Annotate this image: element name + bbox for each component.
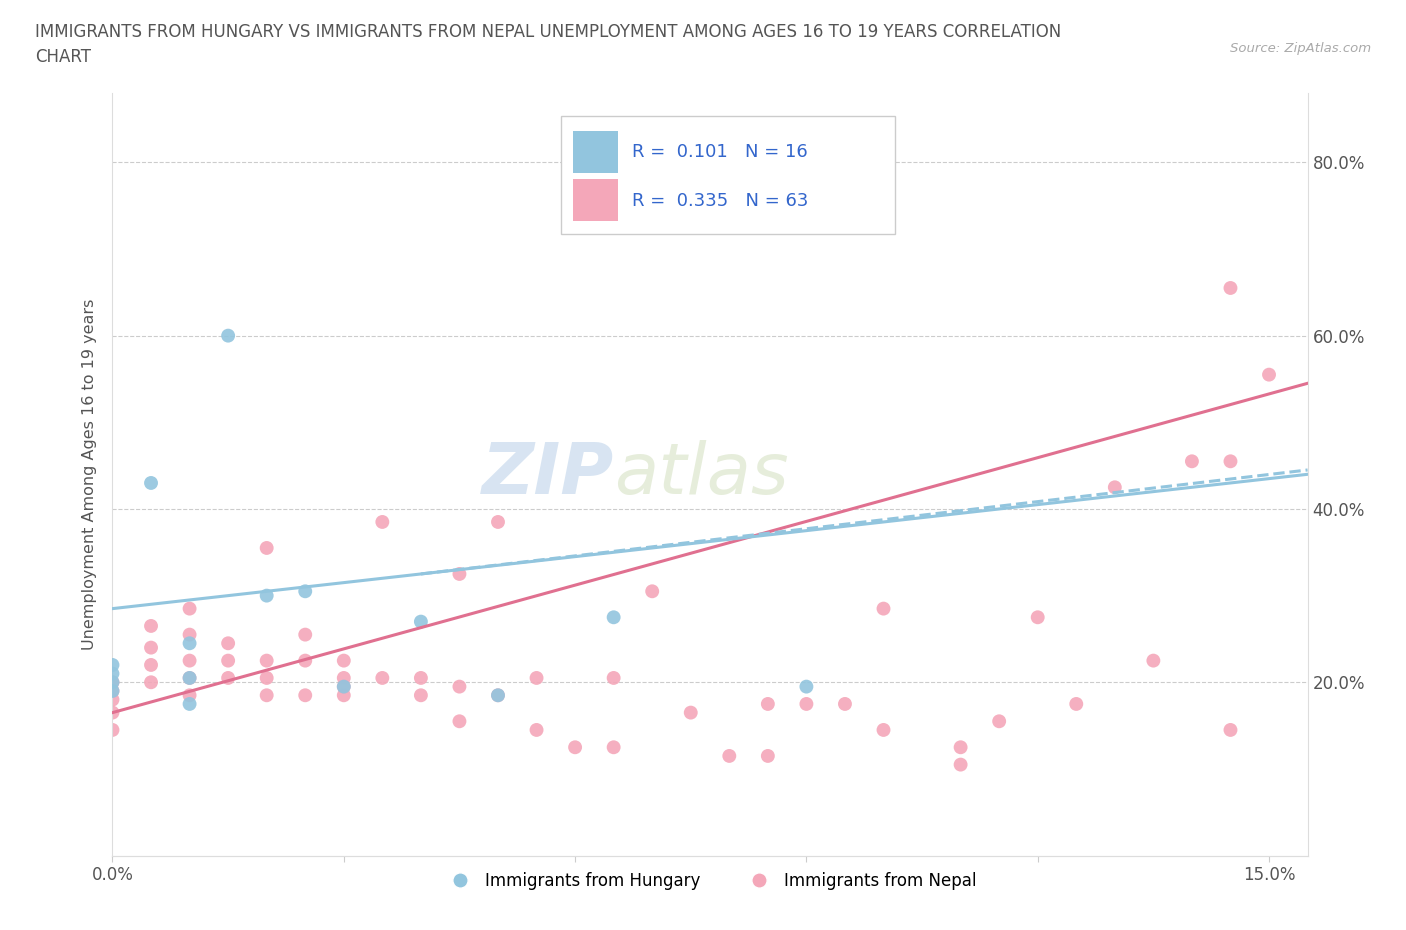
Point bbox=[333, 653, 356, 668]
Point bbox=[101, 658, 124, 672]
Point bbox=[217, 636, 239, 651]
FancyBboxPatch shape bbox=[561, 116, 896, 234]
Point bbox=[333, 679, 356, 694]
Point bbox=[756, 749, 779, 764]
Legend: Immigrants from Hungary, Immigrants from Nepal: Immigrants from Hungary, Immigrants from… bbox=[437, 866, 983, 897]
Point bbox=[371, 514, 394, 529]
Point bbox=[756, 697, 779, 711]
Point bbox=[179, 601, 201, 616]
Point bbox=[718, 749, 741, 764]
Point bbox=[179, 636, 201, 651]
Point bbox=[139, 475, 162, 490]
Text: R =  0.335   N = 63: R = 0.335 N = 63 bbox=[633, 193, 808, 210]
FancyBboxPatch shape bbox=[572, 131, 619, 173]
Point bbox=[217, 671, 239, 685]
Point bbox=[333, 671, 356, 685]
Point bbox=[486, 514, 509, 529]
Point bbox=[179, 627, 201, 642]
Point bbox=[139, 658, 162, 672]
Point bbox=[101, 723, 124, 737]
Point bbox=[449, 714, 471, 729]
Point bbox=[526, 723, 548, 737]
Point bbox=[139, 618, 162, 633]
Point bbox=[101, 666, 124, 681]
Point bbox=[371, 671, 394, 685]
FancyBboxPatch shape bbox=[572, 179, 619, 221]
Point bbox=[256, 588, 278, 603]
Point bbox=[179, 697, 201, 711]
Point bbox=[1219, 723, 1241, 737]
Point bbox=[1258, 367, 1281, 382]
Point bbox=[101, 675, 124, 690]
Point bbox=[602, 740, 624, 755]
Point bbox=[409, 688, 432, 703]
Point bbox=[101, 692, 124, 707]
Point bbox=[1104, 480, 1126, 495]
Point bbox=[256, 671, 278, 685]
Point bbox=[294, 653, 316, 668]
Point bbox=[1142, 653, 1164, 668]
Y-axis label: Unemployment Among Ages 16 to 19 years: Unemployment Among Ages 16 to 19 years bbox=[82, 299, 97, 650]
Point bbox=[486, 688, 509, 703]
Point bbox=[872, 723, 894, 737]
Point bbox=[101, 684, 124, 698]
Point bbox=[333, 688, 356, 703]
Point bbox=[679, 705, 702, 720]
Point bbox=[834, 697, 856, 711]
Point bbox=[217, 328, 239, 343]
Point bbox=[486, 688, 509, 703]
Point bbox=[602, 671, 624, 685]
Point bbox=[101, 684, 124, 698]
Text: Source: ZipAtlas.com: Source: ZipAtlas.com bbox=[1230, 42, 1371, 55]
Point bbox=[1219, 454, 1241, 469]
Point bbox=[1181, 454, 1204, 469]
Point bbox=[1026, 610, 1049, 625]
Point bbox=[179, 671, 201, 685]
Point bbox=[449, 566, 471, 581]
Point bbox=[139, 675, 162, 690]
Point bbox=[217, 653, 239, 668]
Point bbox=[1064, 697, 1087, 711]
Text: ZIP: ZIP bbox=[482, 440, 614, 509]
Point bbox=[256, 688, 278, 703]
Point bbox=[796, 679, 818, 694]
Text: R =  0.101   N = 16: R = 0.101 N = 16 bbox=[633, 143, 808, 162]
Point bbox=[179, 671, 201, 685]
Point bbox=[333, 679, 356, 694]
Point bbox=[179, 653, 201, 668]
Point bbox=[294, 627, 316, 642]
Point bbox=[602, 610, 624, 625]
Point bbox=[988, 714, 1011, 729]
Point bbox=[101, 705, 124, 720]
Point bbox=[179, 688, 201, 703]
Point bbox=[409, 614, 432, 629]
Text: IMMIGRANTS FROM HUNGARY VS IMMIGRANTS FROM NEPAL UNEMPLOYMENT AMONG AGES 16 TO 1: IMMIGRANTS FROM HUNGARY VS IMMIGRANTS FR… bbox=[35, 23, 1062, 66]
Point bbox=[526, 671, 548, 685]
Point bbox=[256, 653, 278, 668]
Point bbox=[449, 679, 471, 694]
Point bbox=[564, 740, 586, 755]
Text: atlas: atlas bbox=[614, 440, 789, 509]
Point bbox=[294, 688, 316, 703]
Point bbox=[1219, 281, 1241, 296]
Point bbox=[949, 740, 972, 755]
Point bbox=[796, 697, 818, 711]
Point bbox=[641, 584, 664, 599]
Point bbox=[409, 671, 432, 685]
Point bbox=[139, 640, 162, 655]
Point bbox=[872, 601, 894, 616]
Point bbox=[294, 584, 316, 599]
Point bbox=[949, 757, 972, 772]
Point bbox=[256, 540, 278, 555]
Point bbox=[101, 675, 124, 690]
